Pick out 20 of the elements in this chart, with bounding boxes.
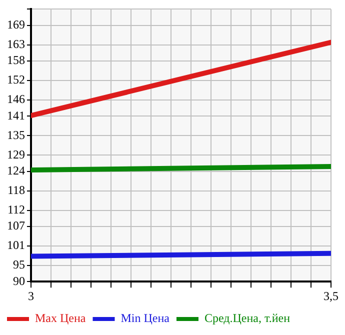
y-tick-label: 124	[7, 164, 25, 178]
x-tick-label: 3,5	[324, 288, 338, 303]
y-tick-label: 90	[13, 274, 25, 288]
y-tick-label: 152	[7, 72, 25, 87]
y-tick-label: 112	[7, 202, 25, 216]
y-tick-label: 158	[7, 53, 25, 68]
y-tick-label: 169	[7, 18, 25, 32]
y-tick-label: 146	[7, 92, 25, 106]
legend-label: Сред.Цена, т.йен	[204, 311, 291, 326]
y-tick-label: 95	[13, 258, 25, 272]
legend-label: Min Цена	[120, 311, 170, 326]
y-tick-label: 129	[7, 147, 25, 162]
legend-label: Max Цена	[35, 311, 86, 326]
y-tick-label: 107	[7, 218, 25, 233]
x-tick-label: 3	[28, 288, 34, 303]
y-tick-label: 141	[7, 108, 25, 122]
y-tick-label: 118	[7, 182, 25, 197]
y-tick-label: 135	[7, 128, 25, 142]
y-tick-label: 101	[7, 238, 25, 252]
y-tick-label: 163	[7, 37, 25, 52]
